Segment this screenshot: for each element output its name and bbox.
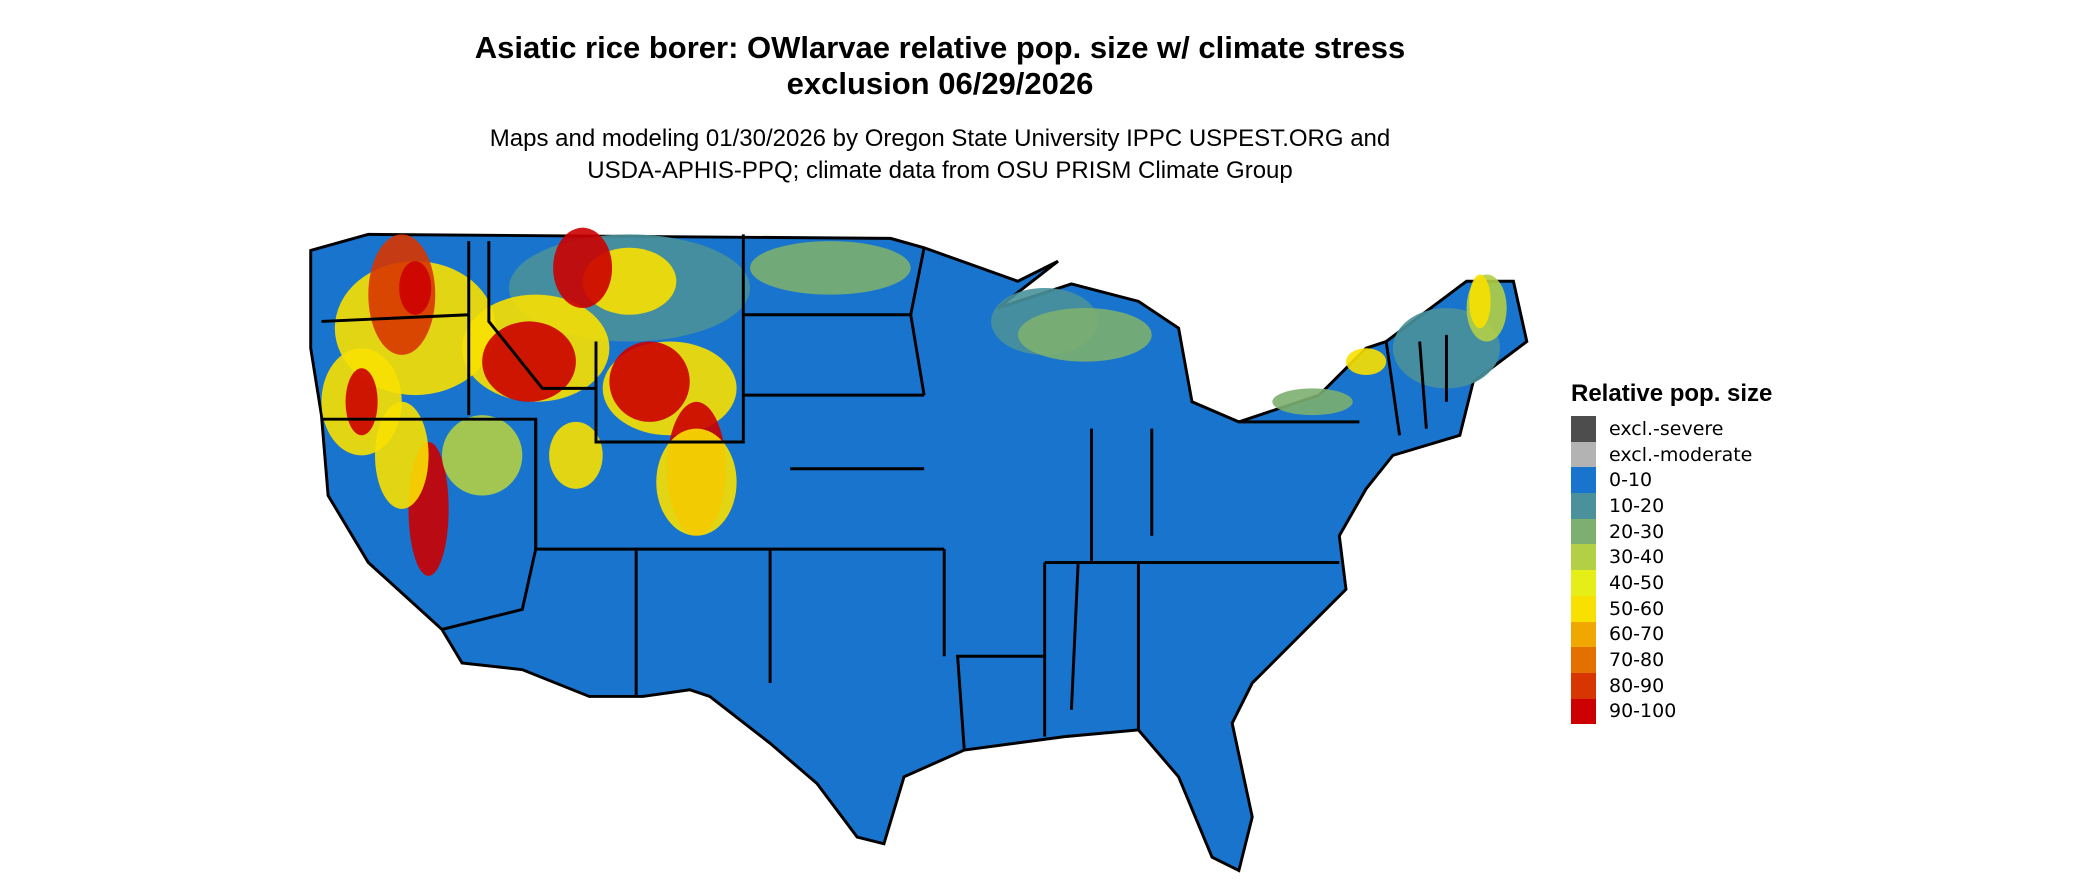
state-border xyxy=(909,247,926,396)
state-border xyxy=(487,241,596,390)
legend-item: 50-60 xyxy=(1571,595,1772,622)
state-border xyxy=(594,234,745,444)
legend-item: excl.-moderate xyxy=(1571,441,1772,468)
patch-20-30 xyxy=(1272,388,1353,416)
patch-90-100 xyxy=(345,368,378,436)
state-border xyxy=(1384,341,1402,436)
legend-label: 70-80 xyxy=(1609,649,1665,672)
legend-item: 20-30 xyxy=(1571,518,1772,545)
patch-90-100 xyxy=(553,227,613,309)
legend-label: excl.-severe xyxy=(1609,417,1724,440)
legend-swatch xyxy=(1571,518,1596,545)
legend-label: excl.-moderate xyxy=(1609,443,1753,466)
patch-50-60 xyxy=(656,428,737,536)
legend-label: 10-20 xyxy=(1609,494,1665,517)
legend-swatch xyxy=(1571,672,1596,699)
state-border xyxy=(956,654,1045,751)
legend-swatch xyxy=(1571,467,1596,494)
legend-item: 40-50 xyxy=(1571,570,1772,596)
legend-item: 60-70 xyxy=(1571,621,1772,648)
legend-title: Relative pop. size xyxy=(1571,380,1773,407)
legend-swatch xyxy=(1571,621,1596,648)
legend-item: 10-20 xyxy=(1571,493,1772,519)
legend-item: 70-80 xyxy=(1571,647,1772,673)
state-border xyxy=(1418,341,1428,429)
legend-item: 80-90 xyxy=(1571,672,1772,699)
legend-swatch xyxy=(1571,570,1596,596)
legend-label: 30-40 xyxy=(1609,546,1665,569)
legend-swatch xyxy=(1571,493,1596,519)
subtitle-line2: USDA-APHIS-PPQ; climate data from OSU PR… xyxy=(587,157,1293,184)
legend-label: 50-60 xyxy=(1609,597,1665,620)
legend-label: 60-70 xyxy=(1609,623,1665,646)
legend-swatch xyxy=(1571,416,1596,442)
legend-swatch xyxy=(1571,698,1596,725)
legend-item: 0-10 xyxy=(1571,467,1772,494)
map-title-line2: exclusion 06/29/2026 xyxy=(786,66,1094,101)
patch-90-100 xyxy=(609,341,690,422)
legend-swatch xyxy=(1571,647,1596,673)
legend-swatch xyxy=(1571,441,1596,468)
state-border xyxy=(1069,562,1080,710)
patch-20-30 xyxy=(750,241,911,295)
legend-item: 30-40 xyxy=(1571,544,1772,571)
patch-90-100 xyxy=(399,261,432,315)
legend-label: 0-10 xyxy=(1609,469,1653,492)
state-border xyxy=(321,313,469,323)
patch-50-60 xyxy=(1345,348,1387,376)
state-borders xyxy=(321,234,1448,751)
legend-label: 80-90 xyxy=(1609,674,1665,697)
legend-item: excl.-severe xyxy=(1571,416,1772,442)
legend-label: 40-50 xyxy=(1609,571,1665,594)
legend: Relative pop. size excl.-severe excl.-mod… xyxy=(1571,380,1773,725)
legend-item: 90-100 xyxy=(1571,698,1772,725)
patch-50-60 xyxy=(1469,274,1491,329)
patch-20-30 xyxy=(1017,308,1152,362)
suitability-patches xyxy=(321,227,1507,576)
legend-label: 90-100 xyxy=(1609,700,1677,723)
legend-swatch xyxy=(1571,544,1596,571)
map-title-line1: Asiatic rice borer: OWlarvae relative po… xyxy=(474,30,1406,65)
legend-label: 20-30 xyxy=(1609,520,1665,543)
patch-30-40 xyxy=(441,415,523,496)
patch-50-60 xyxy=(549,421,603,489)
state-border xyxy=(441,548,538,631)
legend-swatch xyxy=(1571,595,1596,622)
subtitle-line1: Maps and modeling 01/30/2026 by Oregon S… xyxy=(489,125,1391,152)
patch-50-60 xyxy=(375,401,429,509)
